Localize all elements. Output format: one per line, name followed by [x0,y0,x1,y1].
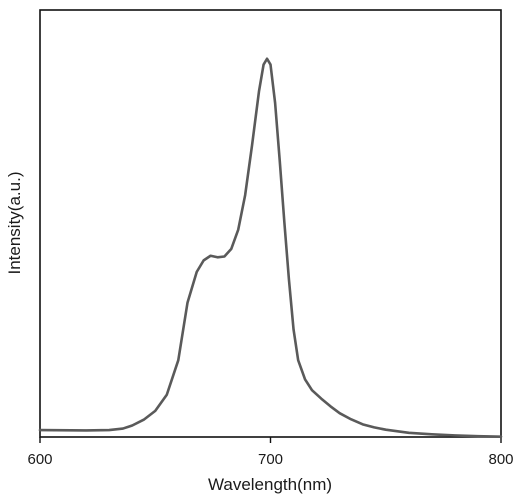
spectrum-line [38,57,503,438]
y-axis-title: Intensity(a.u.) [5,172,24,275]
x-tick-label-600: 600 [27,451,52,468]
x-tick-label-700: 700 [258,451,283,468]
x-tick-label-800: 800 [488,451,513,468]
x-axis-title: Wavelength(nm) [208,475,332,494]
x-axis-ticks: 600 700 800 [27,437,514,468]
